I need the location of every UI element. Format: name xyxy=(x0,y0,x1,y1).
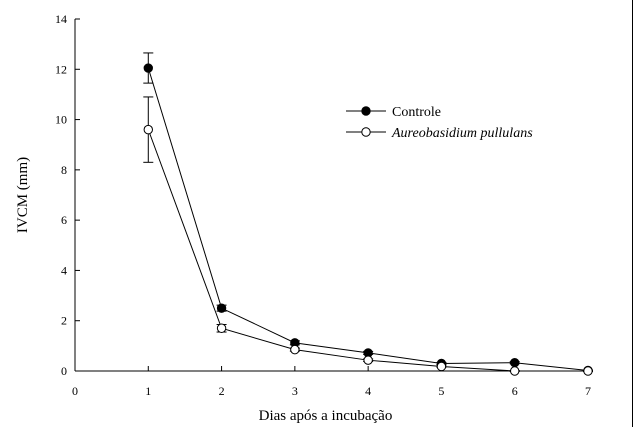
data-point xyxy=(583,366,593,376)
x-tick-label: 5 xyxy=(438,384,444,398)
data-point xyxy=(436,361,447,372)
series-line xyxy=(147,129,588,372)
series-layer xyxy=(143,52,593,376)
x-tick-label: 2 xyxy=(219,384,225,398)
frame-border xyxy=(632,0,633,427)
y-tick-label: 4 xyxy=(61,263,67,277)
x-tick-label: 4 xyxy=(365,384,371,398)
data-point xyxy=(143,63,153,73)
x-tick-label: 6 xyxy=(512,384,518,398)
x-axis-title: Dias após a incubação xyxy=(259,408,393,424)
x-tick-label: 7 xyxy=(585,384,591,398)
legend: Controle Aureobasidium pullulans xyxy=(346,105,533,141)
axes xyxy=(74,19,588,372)
y-tick-label: 12 xyxy=(55,62,67,76)
legend-label: Aureobasidium pullulans xyxy=(391,126,533,141)
y-tick-label: 2 xyxy=(61,314,67,328)
data-point xyxy=(216,303,227,313)
y-tick-label: 0 xyxy=(61,364,67,378)
x-tick-label: 1 xyxy=(145,384,151,398)
data-point xyxy=(363,355,373,365)
data-point xyxy=(216,323,227,333)
data-point xyxy=(290,344,300,355)
legend-label: Controle xyxy=(392,105,441,120)
legend-marker xyxy=(361,127,371,137)
data-point xyxy=(510,358,520,368)
y-axis-title: IVCM (mm) xyxy=(15,157,31,233)
data-point xyxy=(510,366,520,376)
x-tick-label: 3 xyxy=(292,384,298,398)
series-2 xyxy=(143,96,593,376)
y-tick-label: 10 xyxy=(55,113,67,127)
x-tick-label: 0 xyxy=(72,384,78,398)
series-1 xyxy=(143,52,593,376)
y-tick-label: 6 xyxy=(61,213,67,227)
legend-marker xyxy=(361,106,371,116)
data-point xyxy=(143,124,153,135)
y-tick-label: 14 xyxy=(55,12,67,26)
y-tick-label: 8 xyxy=(61,163,67,177)
